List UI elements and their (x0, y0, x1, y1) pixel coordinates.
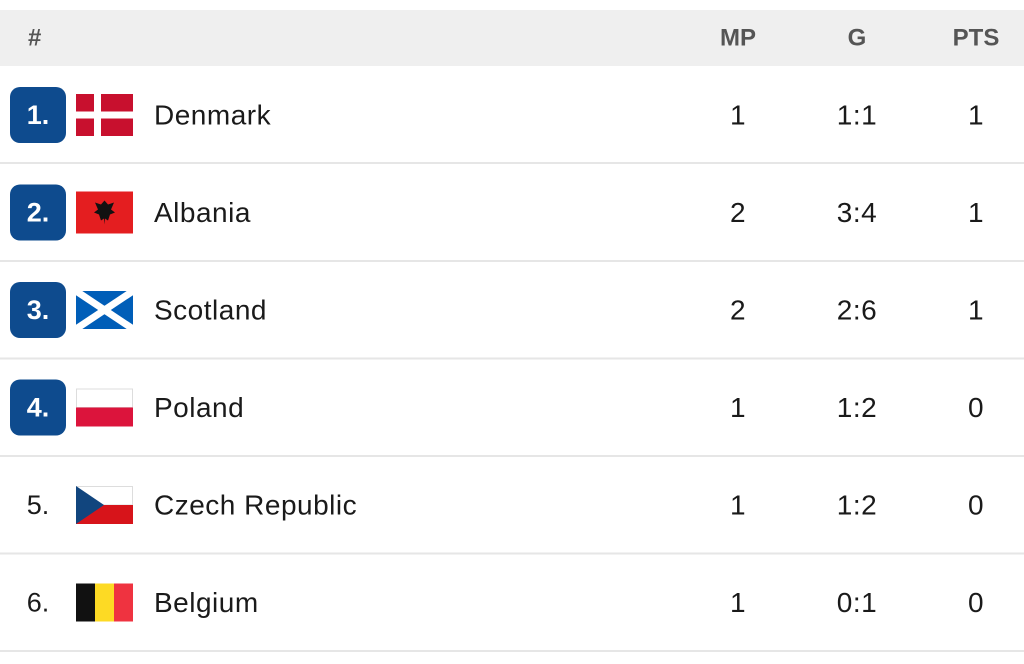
header-bar (0, 10, 1024, 66)
goals: 0:1 (837, 587, 877, 618)
flag (76, 583, 133, 622)
flag (76, 486, 133, 524)
flag (76, 94, 133, 136)
goals: 1:2 (837, 392, 877, 423)
flag (76, 388, 133, 427)
rank: 1. (27, 100, 50, 130)
table-row: 4. Poland 1 1:2 0 (0, 379, 1024, 457)
team-name: Denmark (154, 100, 272, 131)
table-row: 1. Denmark 1 1:1 1 (0, 87, 1024, 164)
rank: 5. (27, 490, 50, 520)
mp: 2 (730, 295, 746, 326)
goals: 1:1 (837, 100, 877, 131)
goals: 1:2 (837, 490, 877, 521)
rank: 6. (27, 588, 50, 618)
team-name: Albania (154, 197, 251, 228)
points: 0 (968, 490, 984, 521)
rank: 4. (27, 393, 50, 423)
points: 1 (968, 295, 984, 326)
table-row: 3. Scotland 2 2:6 1 (0, 282, 1024, 360)
rank: 2. (27, 198, 50, 228)
table-row: 6. Belgium 1 0:1 0 (0, 583, 1024, 652)
mp: 2 (730, 197, 746, 228)
flag (76, 291, 133, 329)
points: 1 (968, 197, 984, 228)
team-name: Poland (154, 392, 244, 423)
team-name: Scotland (154, 295, 267, 326)
mp: 1 (730, 587, 746, 618)
header-mp: MP (720, 25, 756, 52)
goals: 3:4 (837, 197, 877, 228)
goals: 2:6 (837, 295, 877, 326)
team-name: Czech Republic (154, 490, 357, 521)
mp: 1 (730, 100, 746, 131)
points: 0 (968, 587, 984, 618)
mp: 1 (730, 490, 746, 521)
team-name: Belgium (154, 587, 259, 618)
header-pts: PTS (953, 25, 1000, 52)
points: 1 (968, 100, 984, 131)
rank-badge (10, 184, 66, 241)
flag (76, 191, 133, 234)
header-rank: # (28, 25, 41, 52)
rank-badge (10, 282, 66, 338)
mp: 1 (730, 392, 746, 423)
points: 0 (968, 392, 984, 423)
table-row: 2. Albania 2 3:4 1 (0, 184, 1024, 262)
rank-badge (10, 379, 66, 436)
header-g: G (848, 25, 867, 52)
table-row: 5. Czech Republic 1 1:2 0 (0, 486, 1024, 555)
rank: 3. (27, 295, 50, 325)
rank-badge (10, 87, 66, 143)
